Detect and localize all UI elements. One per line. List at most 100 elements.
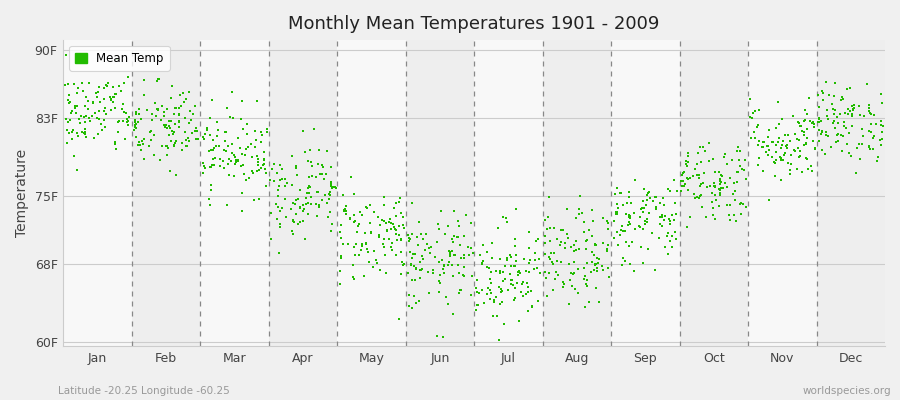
Point bbox=[224, 158, 238, 164]
Point bbox=[238, 146, 253, 152]
Point bbox=[686, 173, 700, 179]
Point bbox=[122, 73, 136, 80]
Point bbox=[806, 118, 820, 125]
Point bbox=[852, 112, 867, 118]
Point bbox=[69, 167, 84, 173]
Point bbox=[410, 300, 424, 306]
Point bbox=[424, 244, 438, 251]
Point bbox=[369, 257, 383, 264]
Point bbox=[86, 134, 101, 141]
Point bbox=[344, 174, 358, 180]
Point bbox=[307, 126, 321, 133]
Point bbox=[164, 137, 178, 144]
Point bbox=[728, 196, 742, 203]
Point bbox=[874, 118, 888, 124]
Point bbox=[590, 264, 605, 271]
Point bbox=[273, 208, 287, 214]
Point bbox=[271, 187, 285, 194]
Point bbox=[287, 219, 302, 226]
Point bbox=[457, 233, 472, 239]
Point bbox=[235, 190, 249, 196]
Point bbox=[578, 304, 592, 310]
Point bbox=[105, 93, 120, 100]
Point bbox=[99, 83, 113, 89]
Point bbox=[238, 151, 253, 158]
Point bbox=[246, 170, 260, 176]
Point bbox=[588, 241, 602, 248]
Point bbox=[797, 142, 812, 148]
Point bbox=[811, 119, 825, 125]
Point bbox=[453, 287, 467, 293]
Point bbox=[258, 166, 273, 172]
Point bbox=[609, 208, 624, 215]
Point bbox=[554, 239, 569, 245]
Point bbox=[827, 118, 842, 124]
Point bbox=[662, 216, 676, 222]
Point bbox=[544, 250, 558, 256]
Point bbox=[301, 210, 315, 217]
Point bbox=[105, 84, 120, 90]
Point bbox=[836, 96, 850, 102]
Point bbox=[220, 143, 235, 149]
Point bbox=[600, 242, 615, 248]
Point bbox=[178, 96, 193, 102]
Point bbox=[512, 318, 526, 324]
Point bbox=[638, 221, 652, 228]
Point bbox=[669, 236, 683, 242]
Point bbox=[87, 110, 102, 117]
Point bbox=[304, 194, 319, 200]
Point bbox=[407, 293, 421, 300]
Point bbox=[554, 227, 568, 234]
Point bbox=[223, 114, 238, 120]
Point bbox=[137, 136, 151, 142]
Point bbox=[838, 110, 852, 116]
Point bbox=[72, 120, 86, 126]
Point bbox=[259, 170, 274, 176]
Point bbox=[493, 270, 508, 276]
Point bbox=[172, 112, 186, 118]
Point bbox=[522, 269, 536, 275]
Point bbox=[635, 205, 650, 211]
Point bbox=[208, 154, 222, 161]
Point bbox=[289, 163, 303, 170]
Point bbox=[155, 103, 169, 109]
Point bbox=[260, 126, 274, 132]
Point bbox=[707, 180, 722, 187]
Point bbox=[731, 144, 745, 150]
Point bbox=[405, 276, 419, 283]
Point bbox=[830, 132, 844, 138]
Point bbox=[426, 270, 440, 276]
Point bbox=[575, 210, 590, 216]
Point bbox=[508, 236, 522, 242]
Point bbox=[254, 129, 268, 135]
Point bbox=[799, 140, 814, 146]
Point bbox=[739, 176, 753, 182]
Point bbox=[218, 129, 232, 135]
Point bbox=[104, 107, 119, 113]
Point bbox=[787, 147, 801, 154]
Point bbox=[655, 214, 670, 220]
Point bbox=[639, 197, 653, 204]
Bar bbox=[63, 40, 131, 346]
Point bbox=[623, 221, 637, 228]
Point bbox=[133, 116, 148, 122]
Point bbox=[412, 219, 427, 226]
Point bbox=[222, 155, 237, 162]
Point bbox=[298, 149, 312, 155]
Point bbox=[618, 211, 633, 218]
Point bbox=[172, 124, 186, 130]
Point bbox=[366, 264, 381, 271]
Point bbox=[653, 220, 668, 227]
Point bbox=[389, 213, 403, 220]
Point bbox=[774, 145, 788, 151]
Point bbox=[76, 130, 91, 136]
Point bbox=[664, 212, 679, 218]
Point bbox=[533, 270, 547, 276]
Point bbox=[696, 180, 710, 187]
Point bbox=[707, 215, 722, 222]
Point bbox=[62, 92, 77, 98]
Point bbox=[622, 189, 636, 195]
Point bbox=[530, 264, 544, 271]
Point bbox=[495, 278, 509, 284]
Point bbox=[436, 262, 451, 269]
